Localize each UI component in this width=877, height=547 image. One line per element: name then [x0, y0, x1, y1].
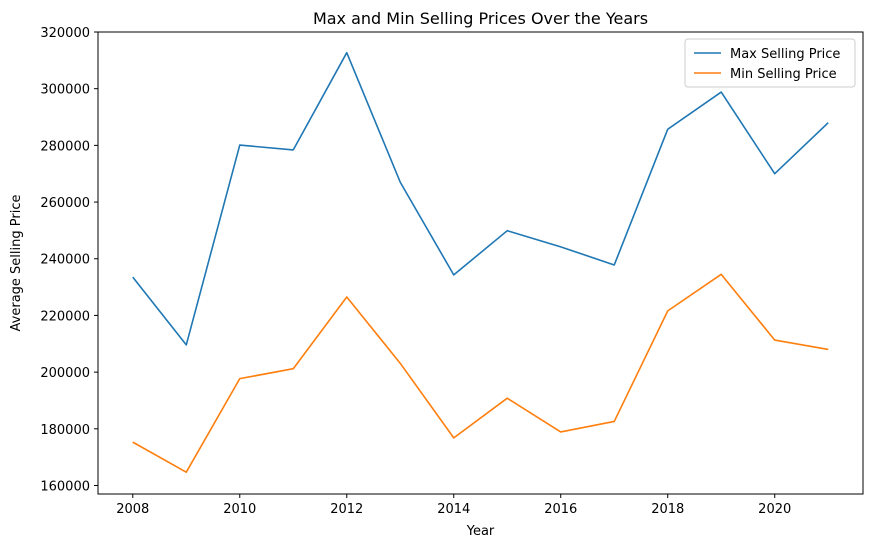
x-tick-label: 2016 [544, 502, 577, 517]
y-tick-label: 180000 [40, 423, 90, 438]
series-line-min [132, 273, 829, 473]
x-axis-label: Year [466, 524, 495, 539]
legend: Max Selling Price Min Selling Price [684, 38, 856, 88]
legend-entry: Max Selling Price [730, 47, 840, 62]
legend-entry: Min Selling Price [730, 67, 837, 82]
x-tick-label: 2018 [651, 502, 684, 517]
y-tick-label: 260000 [40, 196, 90, 211]
y-tick-label: 320000 [40, 26, 90, 41]
x-tick-label: 2014 [437, 502, 470, 517]
x-tick-label: 2012 [330, 502, 363, 517]
plot-frame [97, 31, 864, 495]
series-lines [132, 51, 829, 473]
series-line-max [132, 51, 829, 346]
y-tick-label: 160000 [40, 479, 90, 494]
x-axis: 2008 2010 2012 2014 2016 2018 2020 [116, 494, 791, 517]
x-tick-label: 2010 [223, 502, 256, 517]
y-tick-label: 280000 [40, 139, 90, 154]
y-axis: 160000 180000 200000 220000 240000 260000 2800… [40, 26, 98, 494]
legend-box [684, 38, 856, 88]
chart-title: Max and Min Selling Prices Over the Year… [313, 9, 648, 28]
y-tick-label: 300000 [40, 83, 90, 98]
x-tick-label: 2008 [116, 502, 149, 517]
y-axis-label: Average Selling Price [9, 195, 24, 332]
y-tick-label: 240000 [40, 253, 90, 268]
x-tick-label: 2020 [758, 502, 791, 517]
y-tick-label: 200000 [40, 366, 90, 381]
y-tick-label: 220000 [40, 309, 90, 324]
